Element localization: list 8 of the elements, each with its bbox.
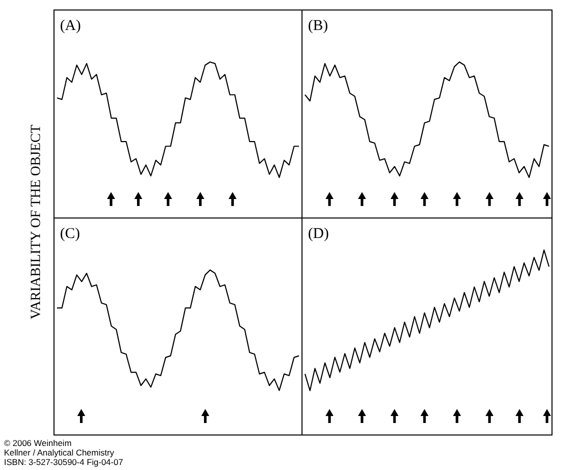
text: ISBN: 3-527-30590-4 Fig-04-07 (4, 457, 124, 467)
text: © 2006 Weinheim (4, 438, 72, 448)
chart-title: (B) (308, 18, 328, 34)
chart-title: (C) (60, 226, 80, 242)
chart-title: (A) (60, 18, 81, 34)
text: Kellner / Analytical Chemistry (4, 448, 115, 458)
chart-title: (D) (308, 226, 329, 242)
y-axis-title: VARIABILITY OF THE OBJECT (29, 124, 44, 320)
